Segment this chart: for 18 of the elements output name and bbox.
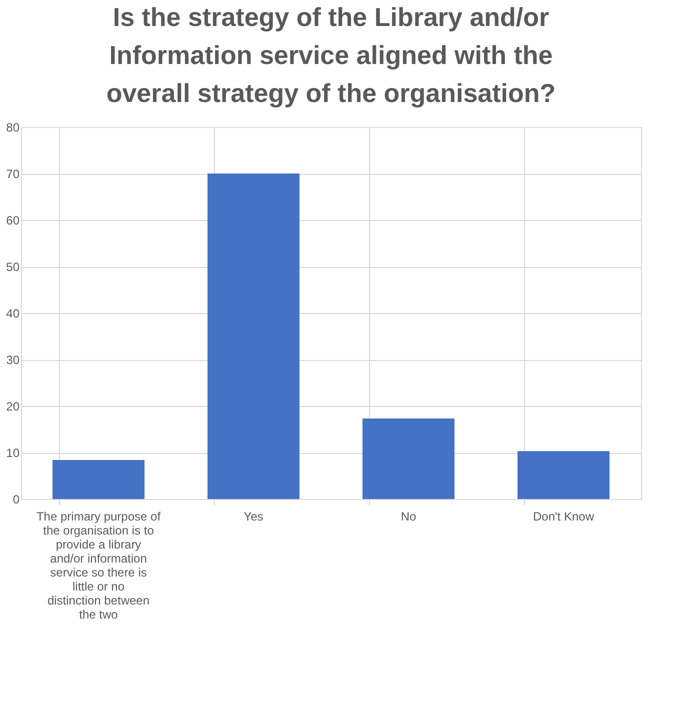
y-tick-label: 50 (6, 260, 20, 274)
bar (208, 174, 300, 499)
x-tick-label: The primary purpose of the organisation is to provide a library and/or information service so there is little or no distinction between the two (36, 510, 162, 622)
y-tick-label: 0 (12, 492, 20, 506)
y-tick-label: 70 (6, 167, 20, 181)
y-tick-label: 30 (6, 353, 20, 367)
y-tick-label: 40 (6, 306, 20, 320)
y-tick-label: 10 (6, 446, 20, 460)
bar (362, 418, 454, 499)
x-tick-label: Don't Know (533, 510, 594, 524)
y-tick-label: 80 (6, 120, 20, 134)
y-tick-label: 60 (6, 214, 20, 228)
x-tick-label: Yes (244, 510, 264, 524)
x-tick-label: No (400, 510, 416, 524)
chart-title: Is the strategy of the Library and/or Information service aligned with the overall strategy of the organisation? (106, 2, 556, 108)
bar (52, 460, 144, 499)
bar (518, 451, 610, 499)
y-tick-label: 20 (6, 400, 20, 414)
